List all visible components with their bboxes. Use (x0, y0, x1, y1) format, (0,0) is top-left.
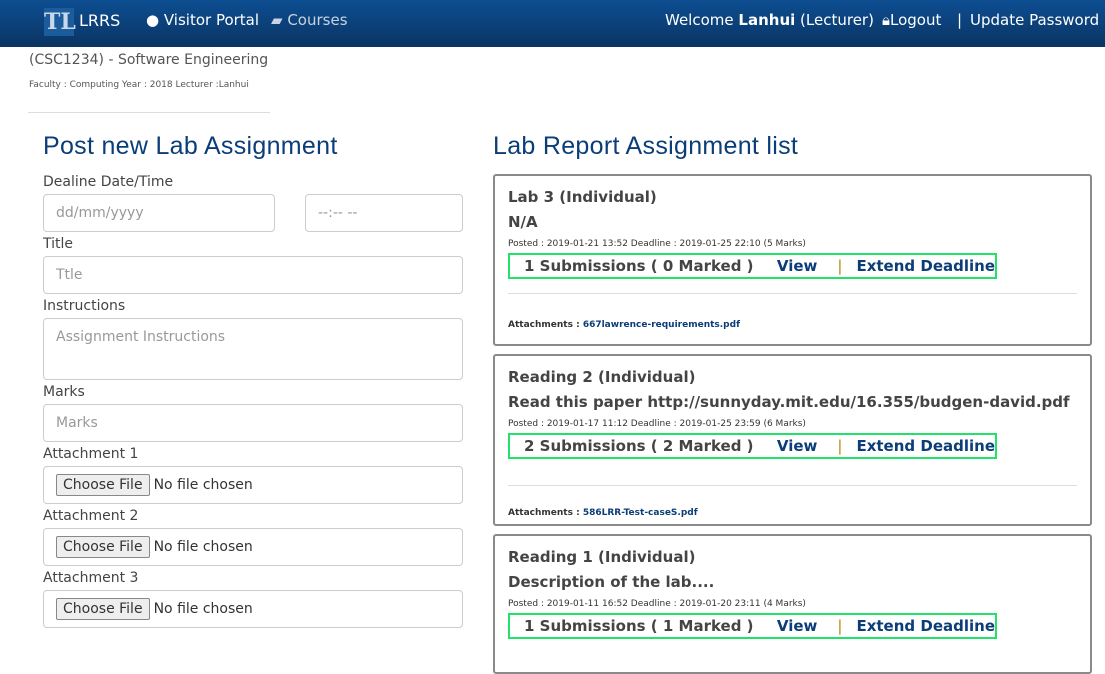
no-file-text: No file chosen (153, 601, 253, 617)
assignment-title: Reading 1 (Individual) (508, 548, 696, 566)
submissions-bar: 1 Submissions ( 1 Marked ) View | Extend De… (508, 613, 997, 639)
marks-label: Marks (43, 384, 85, 400)
assignment-title: Reading 2 (Individual) (508, 368, 696, 386)
user-role: (Lecturer) (800, 11, 874, 29)
view-link[interactable]: View (776, 617, 818, 635)
extend-deadline-link[interactable]: Extend Deadline (856, 437, 995, 455)
marks-input[interactable]: Marks (43, 404, 463, 442)
date-input[interactable]: dd/mm/yyyy (43, 194, 275, 232)
separator: | (837, 437, 843, 455)
extend-deadline-link[interactable]: Extend Deadline (856, 617, 995, 635)
view-link[interactable]: View (776, 437, 818, 455)
submissions-count: 2 Submissions ( 2 Marked ) (524, 437, 754, 455)
divider (28, 112, 270, 113)
attachment-1-label: Attachment 1 (43, 446, 139, 462)
courses-link[interactable]: ▰ Courses (271, 11, 348, 29)
attachment-2-input[interactable]: Choose File No file chosen (43, 528, 463, 566)
visitor-portal-link[interactable]: ● Visitor Portal (146, 11, 259, 29)
deadline-label: Dealine Date/Time (43, 174, 174, 190)
assignment-posted: Posted : 2019-01-11 16:52 Deadline : 201… (508, 599, 806, 609)
submissions-count: 1 Submissions ( 0 Marked ) (524, 257, 754, 275)
choose-file-button[interactable]: Choose File (56, 598, 150, 620)
book-icon: ▰ (271, 11, 283, 29)
assignment-card: Reading 1 (Individual) Description of th… (493, 534, 1092, 674)
logout-link[interactable]: 🔒︎Logout (882, 11, 941, 29)
submissions-count: 1 Submissions ( 1 Marked ) (524, 617, 754, 635)
submissions-bar: 1 Submissions ( 0 Marked ) View | Extend De… (508, 253, 997, 279)
assignment-posted: Posted : 2019-01-17 11:12 Deadline : 201… (508, 419, 806, 429)
update-password-link[interactable]: Update Password (970, 11, 1100, 29)
extend-deadline-link[interactable]: Extend Deadline (856, 257, 995, 275)
title-input[interactable]: Ttle (43, 256, 463, 294)
title-label: Title (43, 236, 74, 252)
navbar: TL LRRS ● Visitor Portal ▰ Courses Welco… (0, 0, 1105, 47)
attachments-label: Attachments : (508, 320, 580, 330)
user-name: Lanhui (738, 11, 796, 29)
submissions-bar: 2 Submissions ( 2 Marked ) View | Extend De… (508, 433, 997, 459)
time-input[interactable]: --:-- -- (305, 194, 463, 232)
logout-label: Logout (889, 11, 942, 29)
attachment-3-label: Attachment 3 (43, 570, 139, 586)
assignment-desc: Read this paper http://sunnyday.mit.edu/… (508, 393, 1070, 411)
assignment-card: Reading 2 (Individual) Read this paper h… (493, 354, 1092, 526)
welcome-text: Welcome Lanhui (Lecturer) (665, 11, 874, 29)
globe-icon: ● (146, 11, 160, 29)
separator: | (837, 617, 843, 635)
attachment-1-input[interactable]: Choose File No file chosen (43, 466, 463, 504)
form-heading: Post new Lab Assignment (43, 132, 338, 160)
list-heading: Lab Report Assignment list (493, 132, 799, 160)
separator: | (837, 257, 843, 275)
assignment-card: Lab 3 (Individual) N/A Posted : 2019-01-… (493, 174, 1092, 346)
choose-file-button[interactable]: Choose File (56, 474, 150, 496)
assignment-posted: Posted : 2019-01-21 13:52 Deadline : 201… (508, 239, 806, 249)
attachment-link[interactable]: 586LRR-Test-caseS.pdf (582, 508, 698, 518)
courses-label: Courses (287, 11, 348, 29)
divider (508, 485, 1077, 486)
choose-file-button[interactable]: Choose File (56, 536, 150, 558)
assignment-desc: Description of the lab.... (508, 573, 715, 591)
no-file-text: No file chosen (153, 477, 253, 493)
course-title: (CSC1234) - Software Engineering (29, 52, 269, 68)
no-file-text: No file chosen (153, 539, 253, 555)
attachments: Attachments : 667lawrence-requirements.p… (508, 320, 1077, 330)
lock-icon: 🔒︎ (882, 11, 890, 29)
brand-link[interactable]: LRRS (79, 11, 121, 30)
instructions-label: Instructions (43, 298, 126, 314)
attachments: Attachments : 586LRR-Test-caseS.pdf (508, 508, 1077, 518)
assignment-title: Lab 3 (Individual) (508, 188, 657, 206)
visitor-portal-label: Visitor Portal (163, 11, 260, 29)
nav-separator: | (957, 11, 963, 29)
attachment-link[interactable]: 667lawrence-requirements.pdf (582, 320, 740, 330)
logo-icon[interactable]: TL (44, 8, 76, 36)
assignment-desc: N/A (508, 213, 538, 231)
divider (508, 293, 1077, 294)
attachments-label: Attachments : (508, 508, 580, 518)
course-meta: Faculty : Computing Year : 2018 Lecturer… (29, 80, 249, 90)
view-link[interactable]: View (776, 257, 818, 275)
attachment-2-label: Attachment 2 (43, 508, 139, 524)
instructions-textarea[interactable]: Assignment Instructions (43, 318, 463, 380)
attachment-3-input[interactable]: Choose File No file chosen (43, 590, 463, 628)
welcome-label: Welcome (665, 11, 734, 29)
